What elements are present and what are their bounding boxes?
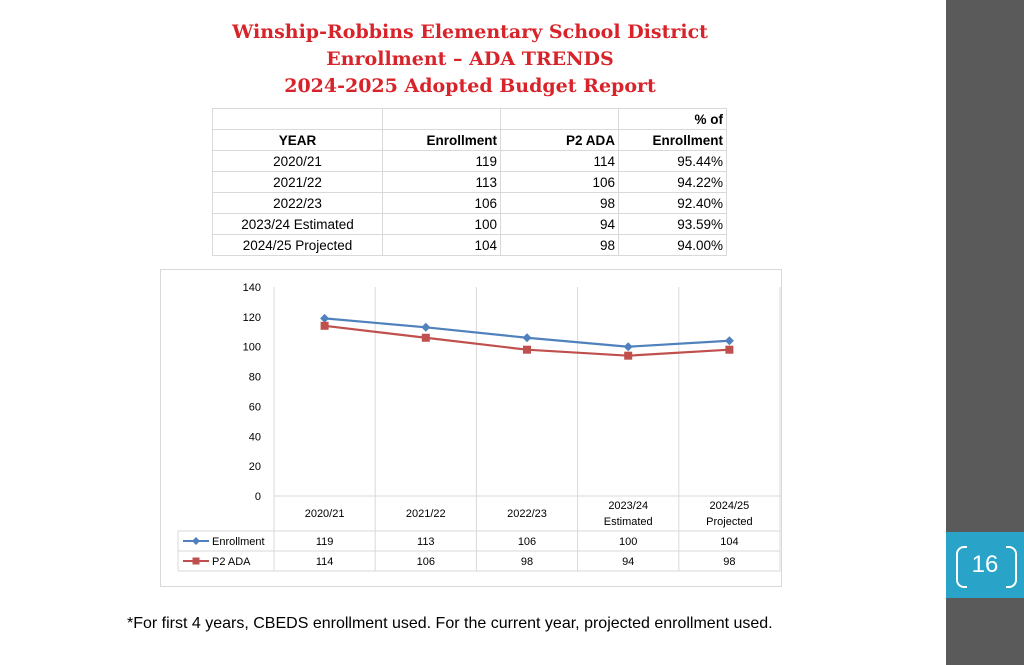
legend-label: P2 ADA bbox=[212, 556, 251, 568]
cell-year: 2021/22 bbox=[212, 171, 383, 193]
y-tick-label: 0 bbox=[255, 491, 261, 503]
table-row: 2022/23 106 98 92.40% bbox=[212, 192, 727, 214]
left-bracket-icon bbox=[956, 546, 967, 588]
data-point bbox=[320, 321, 329, 330]
page-number-badge: 16 bbox=[946, 532, 1024, 598]
data-point bbox=[725, 345, 734, 354]
legend-label: Enrollment bbox=[212, 536, 265, 548]
x-tick-label: 2022/23 bbox=[507, 508, 547, 520]
legend-key-marker bbox=[192, 557, 200, 565]
title-line-2: Enrollment – ADA TRENDS bbox=[326, 48, 614, 70]
enrollment-chart: 0 20 40 60 80 100 120 140 2020/21 2021/22 2022/23 2… bbox=[160, 269, 782, 587]
header-year: YEAR bbox=[212, 129, 383, 151]
cell-pct: 95.44% bbox=[618, 150, 727, 172]
cell-year: 2023/24 Estimated bbox=[212, 213, 383, 235]
y-tick-label: 120 bbox=[243, 312, 261, 324]
chart-svg: 0 20 40 60 80 100 120 140 2020/21 2021/22 2022/23 2… bbox=[177, 282, 781, 572]
data-table-value: 104 bbox=[720, 536, 738, 548]
page-number: 16 bbox=[971, 551, 999, 578]
table-header-row: YEAR Enrollment P2 ADA Enrollment bbox=[212, 129, 727, 151]
x-tick-label: 2020/21 bbox=[305, 508, 345, 520]
x-tick-label: 2021/22 bbox=[406, 508, 446, 520]
data-point bbox=[624, 351, 633, 360]
x-tick-label: 2024/25 bbox=[710, 500, 750, 512]
data-table-value: 106 bbox=[518, 536, 536, 548]
y-tick-label: 40 bbox=[249, 431, 261, 443]
cell-ada: 114 bbox=[500, 150, 619, 172]
cell-enrollment: 104 bbox=[382, 234, 501, 256]
header-pct-bottom: Enrollment bbox=[618, 129, 727, 151]
cell-enrollment: 119 bbox=[382, 150, 501, 172]
y-tick-label: 140 bbox=[243, 282, 261, 294]
cell-pct: 92.40% bbox=[618, 192, 727, 214]
x-tick-label: 2023/24 bbox=[608, 500, 648, 512]
cell-pct: 93.59% bbox=[618, 213, 727, 235]
cell-pct: 94.00% bbox=[618, 234, 727, 256]
x-tick-label: Estimated bbox=[604, 516, 653, 528]
cell-year: 2022/23 bbox=[212, 192, 383, 214]
header-ada: P2 ADA bbox=[500, 129, 619, 151]
y-tick-label: 20 bbox=[249, 461, 261, 473]
data-point bbox=[522, 333, 532, 343]
cell-ada: 94 bbox=[500, 213, 619, 235]
data-point bbox=[421, 322, 431, 332]
cell-year: 2024/25 Projected bbox=[212, 234, 383, 256]
cell-ada: 106 bbox=[500, 171, 619, 193]
legend-key-marker bbox=[192, 537, 200, 545]
cell-pct: 94.22% bbox=[618, 171, 727, 193]
data-point bbox=[523, 345, 531, 354]
data-point bbox=[320, 313, 330, 323]
title-line-1: Winship-Robbins Elementary School Distri… bbox=[232, 21, 708, 43]
y-tick-label: 60 bbox=[249, 401, 261, 413]
right-bracket-icon bbox=[1006, 546, 1017, 588]
cell-enrollment: 100 bbox=[382, 213, 501, 235]
table-row: 2021/22 113 106 94.22% bbox=[212, 171, 727, 193]
cell-ada: 98 bbox=[500, 192, 619, 214]
data-table-value: 106 bbox=[417, 556, 435, 568]
footnote: *For first 4 years, CBEDS enrollment use… bbox=[127, 615, 773, 632]
header-enrollment: Enrollment bbox=[382, 129, 501, 151]
data-table-value: 113 bbox=[417, 536, 435, 548]
data-table-value: 100 bbox=[619, 536, 637, 548]
header-cell-blank bbox=[500, 108, 619, 130]
enrollment-table: % of YEAR Enrollment P2 ADA Enrollment 2… bbox=[212, 108, 727, 256]
data-table-value: 94 bbox=[622, 556, 634, 568]
header-cell-blank bbox=[382, 108, 501, 130]
data-table-value: 98 bbox=[723, 556, 735, 568]
y-tick-label: 100 bbox=[243, 342, 261, 354]
title-line-3: 2024-2025 Adopted Budget Report bbox=[284, 75, 656, 97]
header-pct-top: % of bbox=[618, 108, 727, 130]
cell-ada: 98 bbox=[500, 234, 619, 256]
x-tick-label: Projected bbox=[706, 516, 752, 528]
table-row: 2020/21 119 114 95.44% bbox=[212, 150, 727, 172]
cell-enrollment: 113 bbox=[382, 171, 501, 193]
table-row: 2024/25 Projected 104 98 94.00% bbox=[212, 234, 727, 256]
data-table-value: 114 bbox=[316, 556, 334, 568]
data-table-value: 119 bbox=[316, 536, 334, 548]
data-point bbox=[623, 342, 633, 352]
data-point bbox=[421, 333, 430, 342]
data-table-value: 98 bbox=[521, 556, 533, 568]
table-header-row: % of bbox=[212, 108, 727, 130]
table-row: 2023/24 Estimated 100 94 93.59% bbox=[212, 213, 727, 235]
header-cell-blank bbox=[212, 108, 383, 130]
y-tick-label: 80 bbox=[249, 372, 261, 384]
cell-enrollment: 106 bbox=[382, 192, 501, 214]
cell-year: 2020/21 bbox=[212, 150, 383, 172]
data-point bbox=[724, 336, 734, 346]
